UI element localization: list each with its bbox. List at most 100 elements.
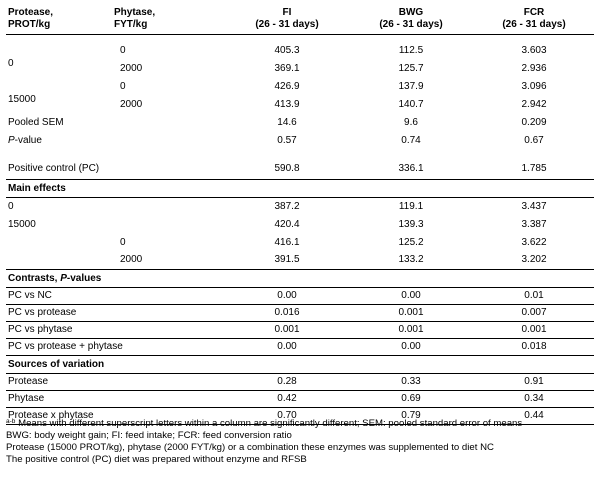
- bwg-cell: 137.9: [398, 80, 424, 92]
- fi-cell: 14.6: [277, 116, 297, 128]
- footnote-abbreviations: BWG: body weight gain; FI: feed intake; …: [6, 430, 292, 441]
- fcr-cell: 0.01: [472, 287, 594, 305]
- results-table: Protease, PROT/kg Phytase, FYT/kg FI (26 - …: [6, 4, 594, 425]
- footnote-enzymes: Protease (15000 PROT/kg), phytase (2000 …: [6, 442, 494, 453]
- fi-cell: 0.70: [224, 407, 348, 425]
- bwg-cell: 0.74: [401, 134, 421, 146]
- table-row: 2000 391.5 133.2 3.202: [6, 251, 594, 270]
- header-phytase: Phytase, FYT/kg: [112, 4, 224, 35]
- fcr-cell: 0.018: [472, 338, 594, 356]
- fi-cell: 590.8: [224, 159, 348, 180]
- table-row: 2000 369.1 125.7 2.936: [6, 60, 594, 78]
- table-row: PC vs protease + phytase 0.00 0.00 0.018: [6, 338, 594, 356]
- sources-title: Sources of variation: [6, 355, 594, 374]
- protease-cell: 0: [8, 58, 14, 69]
- contrast-label: PC vs protease: [6, 304, 224, 322]
- fcr-cell: 3.603: [521, 44, 547, 56]
- bwg-cell: 0.00: [348, 338, 472, 356]
- table-row: Protease x phytase 0.70 0.79 0.44: [6, 407, 594, 425]
- bwg-cell: 336.1: [348, 159, 472, 180]
- table-row: 0 405.3 112.5 3.603: [6, 42, 594, 56]
- table-header: Protease, PROT/kg Phytase, FYT/kg FI (26 - …: [6, 4, 594, 35]
- pooled-sem-row: Pooled SEM 14.6 9.6 0.209: [6, 114, 594, 132]
- fi-cell: 387.2: [274, 200, 300, 212]
- fcr-cell: 0.001: [472, 321, 594, 339]
- phytase-cell: [112, 216, 224, 234]
- bwg-cell: 0.69: [348, 390, 472, 408]
- positive-control-row: Positive control (PC) 590.8 336.1 1.785: [6, 159, 594, 180]
- source-label: Phytase: [6, 390, 224, 408]
- phytase-cell: 2000: [120, 98, 143, 110]
- header-fi: FI (26 - 31 days): [224, 4, 348, 35]
- table-footnotes: a-b Means with different superscript let…: [6, 418, 594, 466]
- table-row: 0 387.2 119.1 3.437: [6, 198, 594, 216]
- bwg-cell: 140.7: [398, 98, 424, 110]
- phytase-cell: 0: [120, 236, 126, 248]
- bwg-cell: 112.5: [398, 44, 424, 56]
- fcr-cell: 3.096: [521, 80, 547, 92]
- fcr-cell: 1.785: [472, 159, 594, 180]
- sources-heading-row: Sources of variation: [6, 355, 594, 374]
- bwg-cell: 125.2: [398, 236, 424, 248]
- fi-cell: 405.3: [274, 44, 300, 56]
- bwg-cell: 9.6: [404, 116, 418, 128]
- fcr-cell: 3.622: [521, 236, 547, 248]
- protease-cell: 15000: [8, 94, 36, 105]
- fi-cell: 369.1: [274, 62, 300, 74]
- protease-cell: [6, 234, 112, 252]
- p-value-row: P-value 0.57 0.74 0.67: [6, 132, 594, 150]
- bwg-cell: 139.3: [398, 218, 424, 230]
- positive-control-label: Positive control (PC): [6, 159, 224, 180]
- fi-cell: 413.9: [274, 98, 300, 110]
- fi-cell: 0.42: [224, 390, 348, 408]
- table-row: PC vs protease 0.016 0.001 0.007: [6, 304, 594, 322]
- phytase-cell: [112, 198, 224, 216]
- bwg-cell: 0.001: [348, 321, 472, 339]
- bwg-cell: 0.001: [348, 304, 472, 322]
- p-value-label: P-value: [8, 134, 42, 146]
- footnote-significance: a-b Means with different superscript let…: [6, 418, 523, 429]
- table-row: 0 426.9 137.9 3.096: [6, 78, 594, 92]
- header-fcr: FCR (26 - 31 days): [472, 4, 594, 35]
- table-row: PC vs NC 0.00 0.00 0.01: [6, 287, 594, 305]
- bwg-cell: 125.7: [398, 62, 424, 74]
- fcr-cell: 0.91: [472, 373, 594, 391]
- fi-cell: 0.57: [277, 134, 297, 146]
- pooled-sem-label: Pooled SEM: [8, 116, 64, 128]
- fcr-cell: 2.942: [521, 98, 547, 110]
- protease-cell: [6, 251, 112, 270]
- fcr-cell: 3.437: [521, 200, 547, 212]
- fcr-cell: 0.67: [524, 134, 544, 146]
- phytase-cell: 0: [120, 80, 126, 92]
- fi-cell: 420.4: [274, 218, 300, 230]
- fi-cell: 0.00: [224, 338, 348, 356]
- fi-cell: 0.016: [224, 304, 348, 322]
- fi-cell: 426.9: [274, 80, 300, 92]
- protease-cell: 0: [8, 200, 14, 212]
- fi-cell: 0.28: [224, 373, 348, 391]
- table-row: 2000 413.9 140.7 2.942: [6, 96, 594, 114]
- bwg-cell: 0.33: [348, 373, 472, 391]
- footnote-positive-control: The positive control (PC) diet was prepa…: [6, 454, 307, 465]
- fcr-cell: 0.209: [521, 116, 547, 128]
- contrasts-heading-row: Contrasts, P-values: [6, 269, 594, 288]
- fcr-cell: 0.44: [472, 407, 594, 425]
- contrasts-title: Contrasts, P-values: [6, 269, 594, 288]
- bwg-cell: 0.00: [348, 287, 472, 305]
- header-protease: Protease, PROT/kg: [6, 4, 112, 35]
- main-effects-heading-row: Main effects: [6, 179, 594, 198]
- protease-cell: 15000: [8, 218, 36, 230]
- table-row: Phytase 0.42 0.69 0.34: [6, 390, 594, 408]
- fcr-cell: 0.007: [472, 304, 594, 322]
- table-row: 0: [6, 51, 594, 69]
- header-bwg: BWG (26 - 31 days): [348, 4, 472, 35]
- phytase-cell: 0: [120, 44, 126, 56]
- fcr-cell: 3.387: [521, 218, 547, 230]
- fi-cell: 416.1: [274, 236, 300, 248]
- table-row: 0 416.1 125.2 3.622: [6, 234, 594, 252]
- source-label: Protease: [6, 373, 224, 391]
- fi-cell: 0.001: [224, 321, 348, 339]
- contrast-label: PC vs NC: [6, 287, 224, 305]
- table-row: 15000 420.4 139.3 3.387: [6, 216, 594, 234]
